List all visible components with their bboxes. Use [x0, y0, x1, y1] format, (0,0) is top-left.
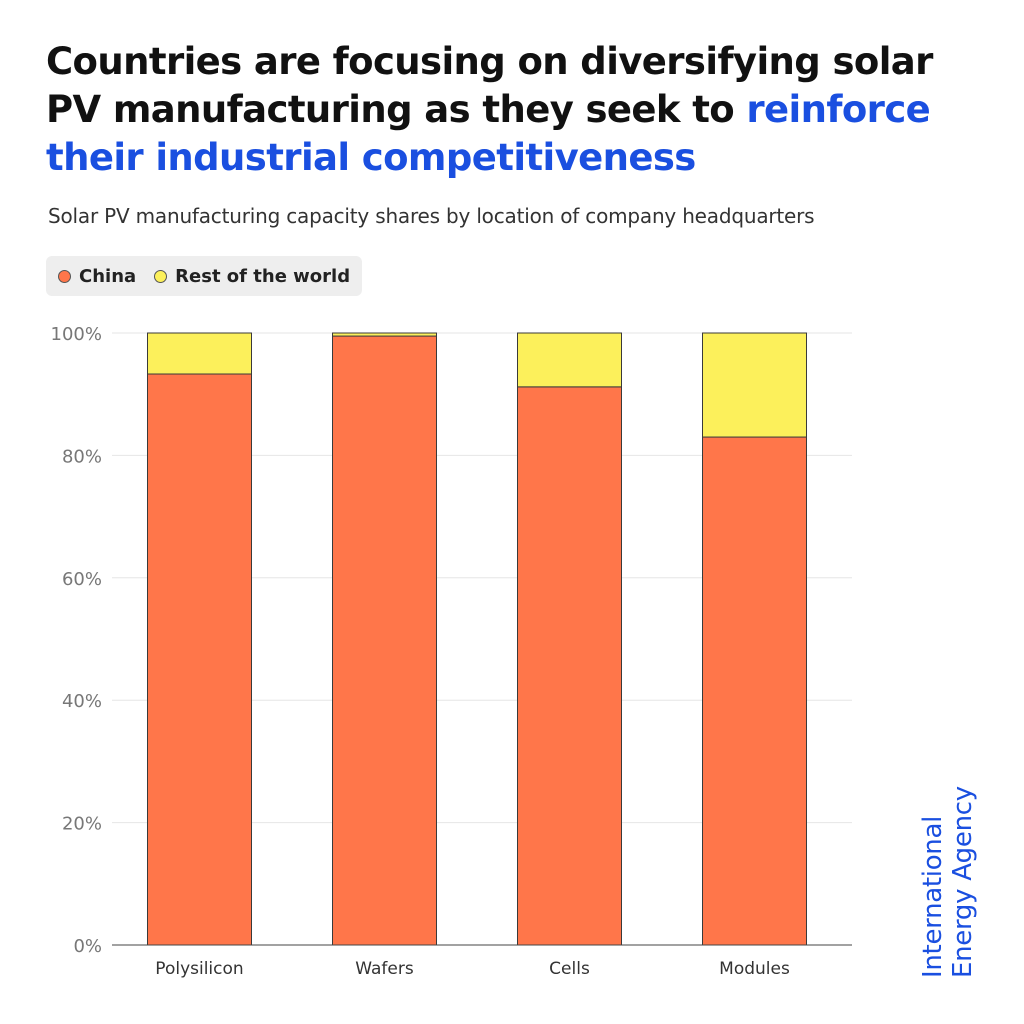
- bar-rest-of-the-world-modules: [702, 332, 807, 438]
- legend-item-rest-of-world: Rest of the world: [154, 266, 350, 287]
- chart-title: Countries are focusing on diversifying s…: [46, 38, 996, 182]
- legend-swatch-rest-of-world: [154, 269, 168, 283]
- x-category-label: Cells: [549, 959, 590, 979]
- iea-logo: International Energy Agency: [918, 786, 978, 978]
- bar-rest-of-the-world-wafers: [332, 332, 437, 337]
- chart-subtitle: Solar PV manufacturing capacity shares b…: [48, 204, 815, 228]
- legend: China Rest of the world: [46, 256, 363, 296]
- y-tick-label: 0%: [73, 936, 102, 957]
- logo-line-1: International: [918, 815, 948, 978]
- y-tick-label: 60%: [62, 569, 102, 590]
- legend-swatch-china: [58, 269, 71, 283]
- x-category-label: Polysilicon: [155, 959, 243, 979]
- legend-label-rest-of-world: Rest of the world: [175, 265, 351, 287]
- title-text: Countries are focusing on diversifying s…: [46, 40, 933, 131]
- bar-rest-of-the-world-cells: [517, 332, 622, 388]
- y-tick-label: 40%: [62, 691, 102, 712]
- bars: [147, 332, 807, 946]
- bar-china-wafers: [332, 335, 437, 946]
- x-axis-category-labels: Polysilicon Wafers Cells Modules: [155, 959, 790, 979]
- y-axis-tick-labels: 0% 20% 40% 60% 80% 100%: [51, 324, 102, 957]
- title-highlight: reinforce their industrial competitivene…: [46, 88, 931, 179]
- legend-item-china: China: [58, 266, 136, 287]
- bar-rest-of-the-world-polysilicon: [147, 332, 252, 375]
- bar-china-modules: [702, 436, 807, 946]
- x-category-label: Modules: [719, 959, 790, 979]
- y-tick-label: 20%: [62, 814, 102, 835]
- bar-china-cells: [517, 386, 622, 946]
- y-tick-label: 100%: [51, 324, 102, 345]
- logo-line-2: Energy Agency: [948, 786, 978, 978]
- y-tick-label: 80%: [62, 446, 102, 467]
- legend-label-china: China: [79, 265, 137, 287]
- x-category-label: Wafers: [355, 959, 414, 979]
- bar-china-polysilicon: [147, 373, 252, 946]
